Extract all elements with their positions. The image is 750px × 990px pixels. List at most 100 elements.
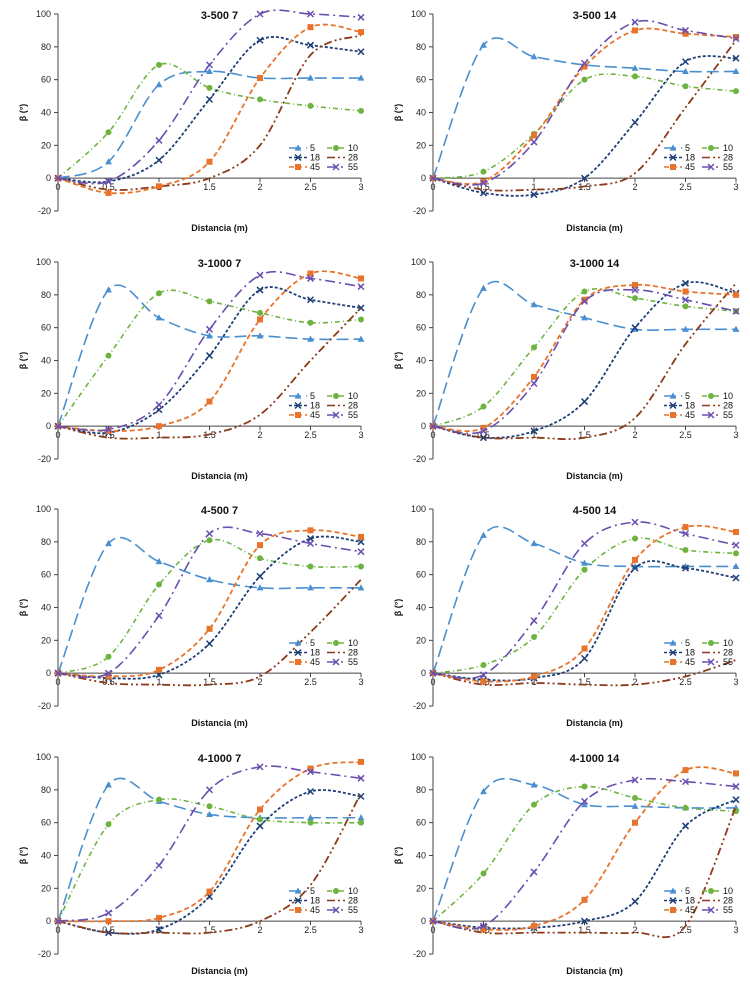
data-point: [631, 564, 639, 572]
data-point: [105, 653, 112, 660]
data-point: [357, 74, 365, 81]
y-axis-label: β (°): [18, 104, 28, 122]
legend: 5 10 18 28 45 55: [664, 638, 733, 667]
data-point: [580, 797, 589, 805]
data-point: [205, 640, 214, 648]
data-point: [155, 136, 163, 144]
data-point: [307, 819, 314, 826]
legend: 5 10 18 28 45 55: [289, 886, 358, 915]
legend-item: 55: [702, 905, 733, 915]
y-tick-label: 0: [421, 173, 426, 183]
legend-marker: [670, 164, 676, 170]
legend-label: 45: [685, 410, 695, 420]
chart-title: 3-500 14: [573, 10, 617, 22]
legend-label: 5: [685, 638, 690, 648]
x-axis-label: Distancia (m): [566, 966, 623, 976]
data-point: [156, 914, 162, 921]
data-point: [429, 917, 437, 925]
legend-label: 28: [723, 400, 733, 410]
x-tick-label: 2: [632, 182, 637, 192]
legend: 5 10 18 28 45 55: [289, 143, 358, 172]
legend-marker: [670, 411, 676, 418]
data-point: [105, 352, 112, 359]
data-point: [530, 539, 538, 547]
legend-item: 18: [664, 895, 695, 905]
data-point: [581, 645, 588, 652]
legend-item: 28: [702, 400, 733, 410]
data-point: [682, 547, 689, 554]
legend-item: 55: [327, 410, 358, 420]
data-point: [155, 612, 163, 620]
data-point: [682, 766, 689, 773]
chart-title: 4-1000 7: [198, 753, 241, 765]
x-tick-label: 1.5: [578, 430, 591, 440]
series-line: [432, 659, 737, 687]
data-point: [631, 118, 639, 126]
data-point: [357, 282, 365, 290]
data-point: [104, 928, 113, 936]
x-axis-label: Distancia (m): [191, 718, 248, 728]
data-point: [155, 156, 163, 164]
data-point: [256, 285, 264, 293]
data-point: [530, 427, 538, 435]
data-point: [358, 107, 364, 114]
y-tick-label: -20: [38, 701, 51, 711]
y-tick-label: 0: [46, 421, 51, 431]
x-tick-label: 0: [55, 677, 60, 687]
data-point: [480, 402, 487, 409]
data-point: [581, 896, 588, 903]
data-point: [205, 95, 214, 103]
data-point: [257, 542, 263, 549]
data-point: [155, 557, 163, 565]
data-point: [357, 13, 365, 21]
chart-panel: -20 0 20 40 60 80 100 0 0.5 1 1.5 2 2.5 3 4-500 7 Dista…: [18, 504, 365, 728]
x-tick-label: 1.5: [578, 925, 591, 935]
data-point: [732, 325, 740, 332]
data-point: [256, 530, 264, 538]
data-point: [206, 802, 213, 809]
legend-item: 10: [702, 391, 733, 401]
x-tick-label: 2.5: [304, 925, 317, 935]
data-point: [681, 530, 690, 538]
data-point: [732, 795, 740, 803]
legend-label: 55: [348, 657, 358, 667]
series-28: [432, 659, 737, 687]
legend-label: 18: [310, 153, 320, 163]
y-tick-label: 80: [41, 537, 51, 547]
chart-title: 3-1000 14: [570, 258, 620, 270]
y-tick-label: 0: [421, 421, 426, 431]
y-axis-label: β (°): [393, 846, 403, 864]
y-tick-label: 20: [41, 388, 51, 398]
data-point: [105, 158, 112, 165]
legend-label: 5: [310, 638, 315, 648]
legend-label: 55: [723, 162, 733, 172]
x-tick-label: 3: [733, 182, 738, 192]
legend-item: 45: [289, 657, 320, 667]
data-point: [479, 427, 488, 435]
data-point: [357, 548, 365, 556]
legend-item: 28: [327, 400, 358, 410]
legend-marker: [333, 392, 339, 399]
data-point: [206, 158, 213, 165]
data-point: [54, 422, 62, 430]
data-point: [429, 669, 437, 677]
legend-label: 5: [685, 886, 690, 896]
y-tick-label: 40: [416, 850, 426, 860]
series-55: [54, 762, 365, 925]
legend-label: 18: [685, 400, 695, 410]
y-tick-label: 20: [416, 388, 426, 398]
y-axis-label: β (°): [393, 104, 403, 122]
legend-label: 5: [310, 143, 315, 153]
data-point: [531, 343, 537, 350]
data-point: [256, 331, 264, 338]
legend-marker: [669, 144, 677, 151]
y-tick-label: 80: [416, 537, 426, 547]
x-tick-label: 1: [531, 182, 536, 192]
legend-item: 45: [289, 905, 320, 915]
legend-marker: [295, 164, 301, 170]
data-point: [580, 397, 589, 405]
data-point: [632, 794, 638, 801]
data-point: [631, 897, 639, 905]
series-55: [54, 270, 365, 433]
data-point: [306, 41, 315, 49]
